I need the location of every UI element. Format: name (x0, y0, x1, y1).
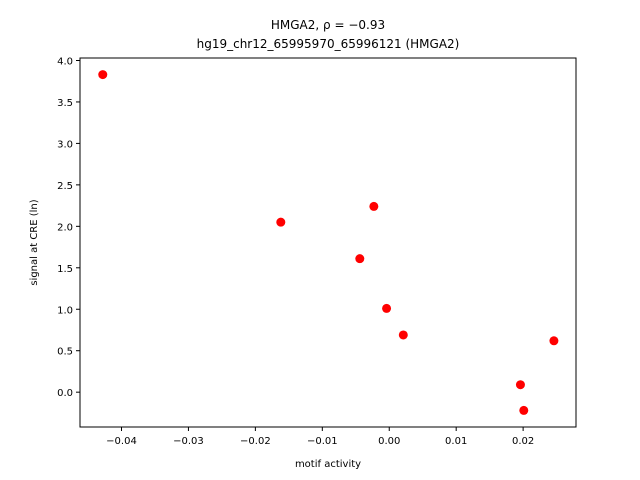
data-points (98, 70, 559, 415)
y-tick-label: 1.0 (57, 305, 73, 316)
scatter-point (382, 303, 392, 313)
scatter-point (369, 201, 379, 211)
scatter-point (355, 254, 365, 264)
y-tick-label: 3.0 (57, 139, 73, 150)
x-tick-label: −0.02 (240, 436, 271, 447)
scatter-point (398, 330, 408, 340)
chart-title-line-1: HMGA2, ρ = −0.93 (271, 18, 385, 32)
x-axis-ticks: −0.04 −0.03 −0.02 −0.01 0.00 0.01 0.02 (106, 427, 534, 447)
y-tick-label: 0.5 (57, 347, 73, 358)
scatter-point (98, 70, 108, 80)
x-tick-label: −0.03 (173, 436, 204, 447)
x-axis-label: motif activity (295, 459, 361, 470)
scatter-point (515, 380, 525, 390)
x-tick-label: 0.02 (512, 436, 534, 447)
scatter-point (519, 405, 529, 415)
y-tick-label: 0.0 (57, 388, 73, 399)
x-tick-label: 0.00 (378, 436, 400, 447)
scatter-point (549, 336, 559, 346)
x-tick-label: −0.04 (106, 436, 137, 447)
chart-title-line-2: hg19_chr12_65995970_65996121 (HMGA2) (197, 37, 460, 51)
y-axis-label: signal at CRE (ln) (29, 199, 40, 285)
plot-frame (79, 57, 577, 428)
y-tick-label: 2.5 (57, 181, 73, 192)
y-tick-label: 4.0 (57, 56, 73, 67)
x-tick-label: 0.01 (445, 436, 467, 447)
scatter-point (276, 217, 286, 227)
x-tick-label: −0.01 (307, 436, 338, 447)
y-axis-ticks: 0.0 0.5 1.0 1.5 2.0 2.5 3.0 3.5 4.0 (57, 56, 80, 399)
y-tick-label: 3.5 (57, 98, 73, 109)
y-tick-label: 1.5 (57, 264, 73, 275)
y-tick-label: 2.0 (57, 222, 73, 233)
